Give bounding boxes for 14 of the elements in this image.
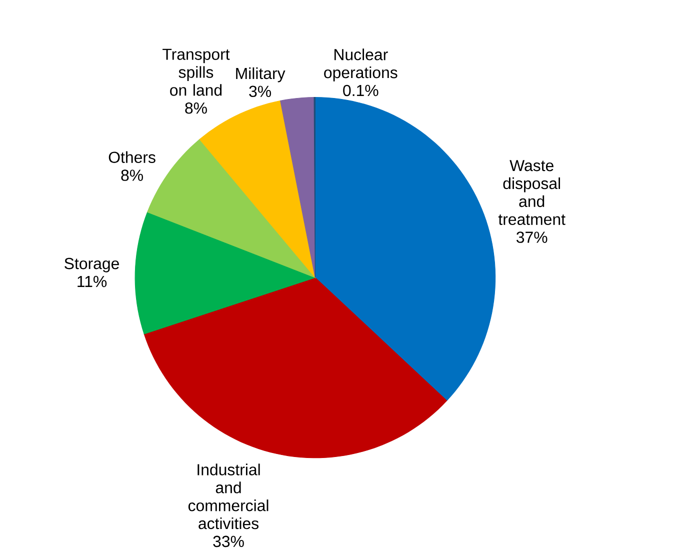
slice-label: Nuclear operations	[324, 48, 398, 82]
slice-label: Storage	[64, 258, 119, 272]
data-label: 11%	[78, 276, 107, 288]
data-label: 8%	[185, 102, 207, 114]
data-label: 8%	[121, 170, 143, 181]
slice-label: Transport spills on land	[162, 48, 230, 96]
slice-label: Industrial and commercial activities	[188, 464, 268, 530]
slice-label: Military	[236, 67, 286, 82]
data-label: 33%	[213, 536, 244, 548]
data-label: 37%	[516, 232, 548, 243]
slice-label: Waste disposal and treatment	[498, 160, 566, 225]
data-label: 0.1%	[343, 84, 378, 96]
data-label: 3%	[249, 86, 272, 98]
slice-label: Others	[108, 151, 156, 163]
